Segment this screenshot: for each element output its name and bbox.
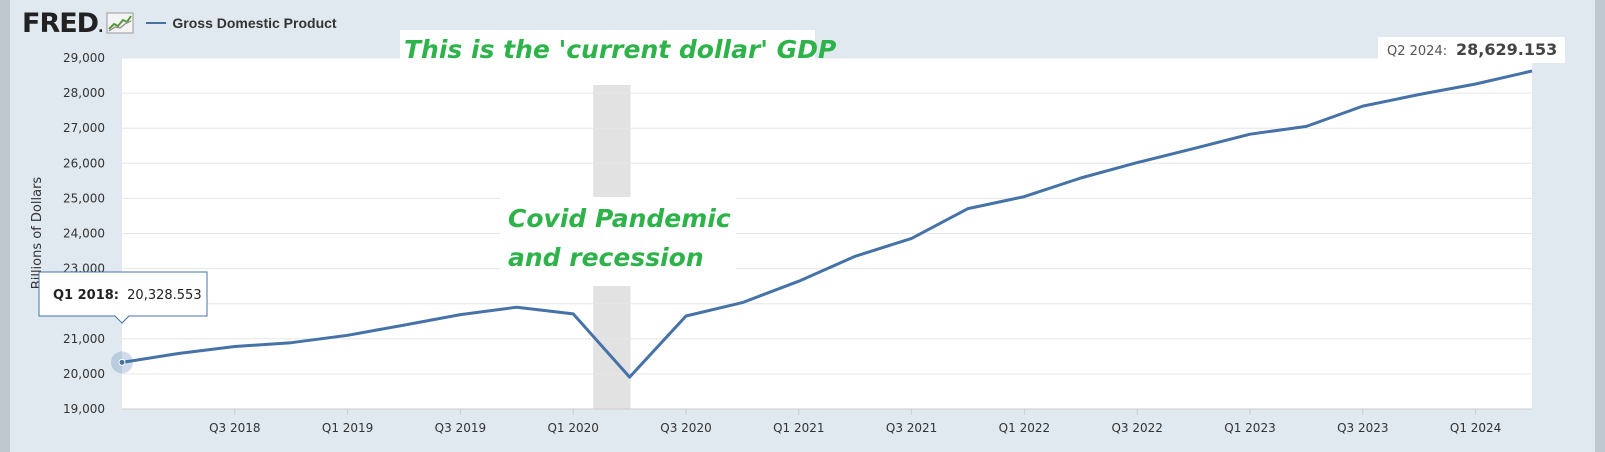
y-tick-label: 27,000 <box>63 121 105 135</box>
legend-label: Gross Domestic Product <box>172 15 337 31</box>
series-point <box>288 340 294 346</box>
series-point <box>514 304 520 310</box>
y-tick-label: 20,000 <box>63 367 105 381</box>
left-frame <box>0 0 10 452</box>
x-tick-label: Q1 2024 <box>1450 421 1501 435</box>
series-point <box>1360 103 1366 109</box>
series-point <box>1416 92 1422 98</box>
series-point <box>1247 131 1253 137</box>
latest-value-label: Q2 2024: <box>1387 44 1447 59</box>
gdp-series-line[interactable] <box>121 69 1533 379</box>
tooltip-text: Q1 2018: 20,328.553 <box>53 288 202 303</box>
fred-chart-icon <box>106 12 134 34</box>
series-point <box>401 322 407 328</box>
series-point <box>175 351 181 357</box>
series-point <box>457 312 463 318</box>
annotation-current-dollar-text: This is the 'current dollar' GDP <box>404 35 836 64</box>
chart-header: FRED. Gross Domestic Product <box>22 8 337 38</box>
series-point <box>739 300 745 306</box>
series-point <box>1021 194 1027 200</box>
tooltip: Q1 2018: 20,328.553 <box>38 271 208 374</box>
series-point <box>345 332 351 338</box>
x-tick-label: Q1 2019 <box>322 421 373 435</box>
annotation-covid-line1: Covid Pandemic <box>508 204 731 233</box>
annotation-current-dollar: This is the 'current dollar' GDP <box>400 30 836 67</box>
series-point <box>232 344 238 350</box>
x-tick-label: Q3 2018 <box>209 421 260 435</box>
x-tick-label: Q1 2023 <box>1224 421 1275 435</box>
x-tick-label: Q3 2020 <box>660 421 711 435</box>
series-point <box>1078 175 1084 181</box>
series-point <box>796 278 802 284</box>
series-point <box>683 313 689 319</box>
right-frame <box>1595 0 1605 452</box>
y-tick-label: 28,000 <box>63 86 105 100</box>
y-tick-label: 21,000 <box>63 332 105 346</box>
series-point <box>909 235 915 241</box>
latest-value-number: 28,629.153 <box>1456 40 1557 59</box>
series-point <box>1303 123 1309 129</box>
series-point <box>1134 160 1140 166</box>
annotation-covid-line2: and recession <box>508 243 704 272</box>
y-tick-label: 25,000 <box>63 191 105 205</box>
y-tick-label: 26,000 <box>63 156 105 170</box>
legend-swatch <box>146 22 167 24</box>
logo-mark: . <box>98 19 103 36</box>
tooltip-box <box>38 271 208 324</box>
series-point <box>570 311 576 317</box>
logo-text: FRED <box>22 7 99 39</box>
series-point <box>965 206 971 212</box>
series-point <box>1473 81 1479 87</box>
y-tick-label: 19,000 <box>63 402 105 416</box>
x-tick-label: Q1 2021 <box>773 421 824 435</box>
x-tick-label: Q1 2022 <box>999 421 1050 435</box>
tooltip-date: Q1 2018: <box>53 288 119 303</box>
latest-value-badge: Q2 2024: 28,629.153 <box>1378 37 1565 63</box>
hover-point[interactable] <box>118 358 126 366</box>
grid-layer <box>122 57 1532 410</box>
x-axis: Q3 2018 Q1 2019 Q3 2019 Q1 2020 Q3 2020 Q1 20… <box>209 409 1501 435</box>
x-tick-label: Q3 2022 <box>1111 421 1162 435</box>
series-point <box>852 253 858 259</box>
tooltip-value: 20,328.553 <box>127 288 201 303</box>
x-tick-label: Q3 2021 <box>886 421 937 435</box>
legend[interactable]: Gross Domestic Product <box>146 15 337 31</box>
annotation-covid: Covid Pandemic and recession <box>500 197 736 286</box>
x-tick-label: Q1 2020 <box>547 421 598 435</box>
fred-logo[interactable]: FRED. <box>22 7 104 39</box>
series-point <box>1191 146 1197 152</box>
series-point <box>627 374 633 380</box>
y-tick-label: 24,000 <box>63 227 105 241</box>
x-tick-label: Q3 2023 <box>1337 421 1388 435</box>
y-axis: 19,00020,00021,00022,00023,00024,00025,0… <box>63 51 105 416</box>
x-tick-label: Q3 2019 <box>435 421 486 435</box>
y-axis-title: Billions of Dollars <box>30 177 45 290</box>
series-point <box>1529 68 1535 74</box>
y-tick-label: 29,000 <box>63 51 105 65</box>
